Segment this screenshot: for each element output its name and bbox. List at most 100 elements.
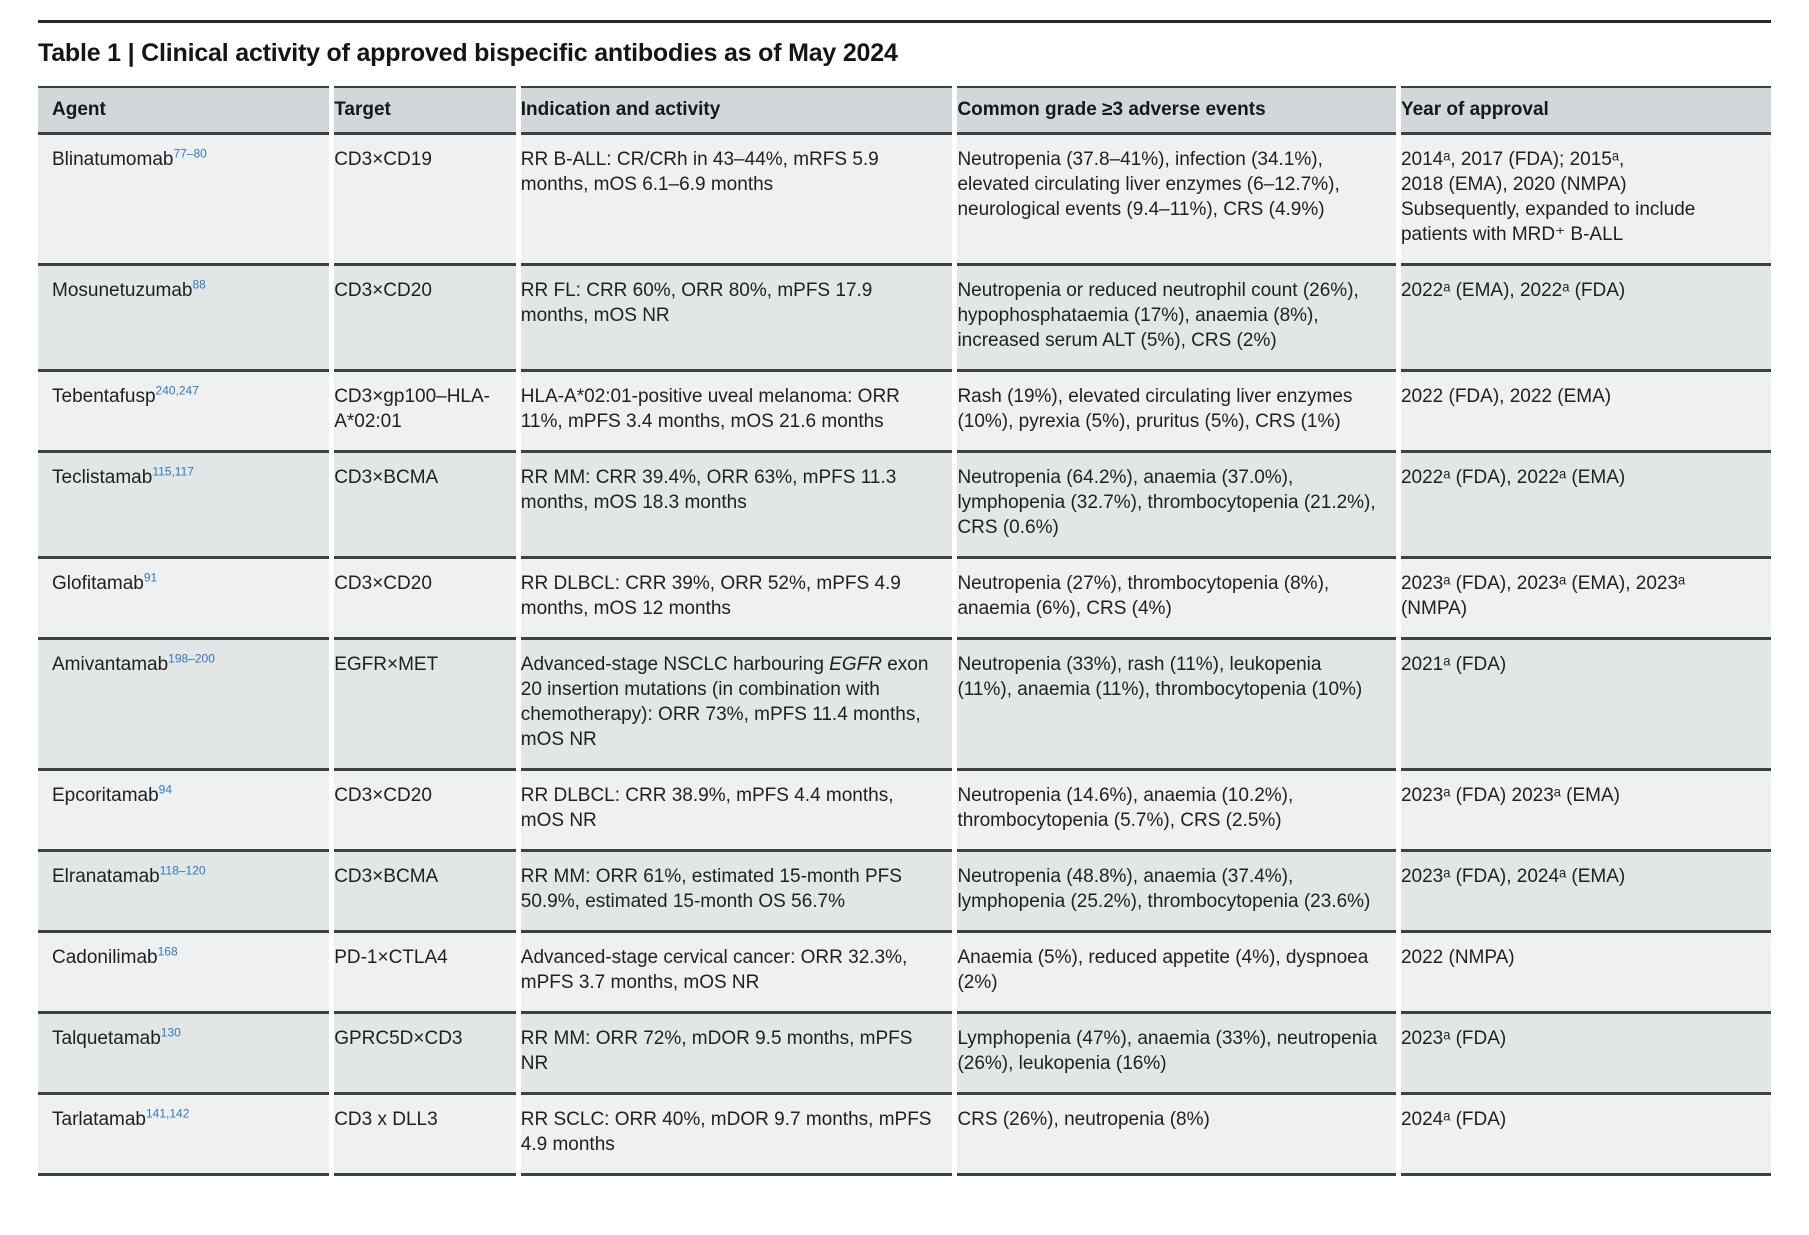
table-row: Blinatumomab77–80 CD3×CD19 RR B-ALL: CR/… xyxy=(38,135,1771,266)
clinical-activity-table: Agent Target Indication and activity Com… xyxy=(33,86,1776,1176)
agent-name: Mosunetuzumab xyxy=(52,280,193,301)
table-row: Tebentafusp240,247 CD3×gp100–HLA-A*02:01… xyxy=(38,372,1771,453)
year-cell: 2024ᵃ (FDA) xyxy=(1400,1095,1771,1176)
year-cell: 2014ᵃ, 2017 (FDA); 2015ᵃ, 2018 (EMA), 20… xyxy=(1400,135,1771,266)
agent-cell: Tarlatamab141,142 xyxy=(38,1095,330,1176)
agent-cell: Epcoritamab94 xyxy=(38,771,330,852)
table-row: Epcoritamab94 CD3×CD20 RR DLBCL: CRR 38.… xyxy=(38,771,1771,852)
target-cell: CD3×CD20 xyxy=(334,559,516,640)
agent-name: Tebentafusp xyxy=(52,386,156,407)
agent-cell: Teclistamab115,117 xyxy=(38,453,330,559)
paper-table-page: Table 1 | Clinical activity of approved … xyxy=(33,20,1776,1176)
agent-name: Cadonilimab xyxy=(52,947,158,968)
agent-name: Glofitamab xyxy=(52,573,144,594)
table-row: Cadonilimab168 PD-1×CTLA4 Advanced-stage… xyxy=(38,933,1771,1014)
agent-reference-superscript: 118–120 xyxy=(159,863,206,878)
table-row: Glofitamab91 CD3×CD20 RR DLBCL: CRR 39%,… xyxy=(38,559,1771,640)
adverse-events-cell: Neutropenia (33%), rash (11%), leukopeni… xyxy=(957,640,1396,771)
indication-cell: RR MM: ORR 72%, mDOR 9.5 months, mPFS NR xyxy=(520,1014,953,1095)
agent-name: Teclistamab xyxy=(52,467,153,488)
indication-cell: RR MM: ORR 61%, estimated 15-month PFS 5… xyxy=(520,852,953,933)
agent-cell: Amivantamab198–200 xyxy=(38,640,330,771)
target-cell: CD3×CD19 xyxy=(334,135,516,266)
column-header-year: Year of approval xyxy=(1400,86,1771,135)
target-cell: CD3×CD20 xyxy=(334,771,516,852)
target-cell: GPRC5D×CD3 xyxy=(334,1014,516,1095)
indication-cell: RR FL: CRR 60%, ORR 80%, mPFS 17.9 month… xyxy=(520,266,953,372)
year-cell: 2022ᵃ (EMA), 2022ᵃ (FDA) xyxy=(1400,266,1771,372)
agent-reference-superscript: 88 xyxy=(192,277,206,292)
table-title: Table 1 | Clinical activity of approved … xyxy=(38,39,898,67)
table-row: Amivantamab198–200 EGFR×MET Advanced-sta… xyxy=(38,640,1771,771)
column-header-target: Target xyxy=(334,86,516,135)
indication-cell: RR SCLC: ORR 40%, mDOR 9.7 months, mPFS … xyxy=(520,1095,953,1176)
year-cell: 2023ᵃ (FDA), 2023ᵃ (EMA), 2023ᵃ (NMPA) xyxy=(1400,559,1771,640)
indication-cell: Advanced-stage cervical cancer: ORR 32.3… xyxy=(520,933,953,1014)
agent-cell: Mosunetuzumab88 xyxy=(38,266,330,372)
target-cell: CD3 x DLL3 xyxy=(334,1095,516,1176)
adverse-events-cell: CRS (26%), neutropenia (8%) xyxy=(957,1095,1396,1176)
table-header: Agent Target Indication and activity Com… xyxy=(38,86,1771,135)
indication-cell: RR DLBCL: CRR 39%, ORR 52%, mPFS 4.9 mon… xyxy=(520,559,953,640)
indication-cell: RR DLBCL: CRR 38.9%, mPFS 4.4 months, mO… xyxy=(520,771,953,852)
target-cell: CD3×BCMA xyxy=(334,453,516,559)
indication-cell: RR MM: CRR 39.4%, ORR 63%, mPFS 11.3 mon… xyxy=(520,453,953,559)
year-cell: 2023ᵃ (FDA) 2023ᵃ (EMA) xyxy=(1400,771,1771,852)
column-header-indication: Indication and activity xyxy=(520,86,953,135)
table-header-row: Agent Target Indication and activity Com… xyxy=(38,86,1771,135)
agent-reference-superscript: 91 xyxy=(143,570,158,585)
agent-reference-superscript: 115,117 xyxy=(152,464,194,479)
target-cell: EGFR×MET xyxy=(334,640,516,771)
agent-reference-superscript: 198–200 xyxy=(168,651,215,666)
adverse-events-cell: Neutropenia (64.2%), anaemia (37.0%), ly… xyxy=(957,453,1396,559)
indication-cell: RR B-ALL: CR/CRh in 43–44%, mRFS 5.9 mon… xyxy=(520,135,953,266)
agent-name: Amivantamab xyxy=(52,654,169,675)
year-cell: 2021ᵃ (FDA) xyxy=(1400,640,1771,771)
adverse-events-cell: Neutropenia (14.6%), anaemia (10.2%), th… xyxy=(957,771,1396,852)
year-cell: 2023ᵃ (FDA), 2024ᵃ (EMA) xyxy=(1400,852,1771,933)
indication-cell: Advanced-stage NSCLC harbouring EGFR exo… xyxy=(520,640,953,771)
agent-cell: Cadonilimab168 xyxy=(38,933,330,1014)
target-cell: CD3×BCMA xyxy=(334,852,516,933)
agent-reference-superscript: 240,247 xyxy=(155,383,199,398)
table-row: Tarlatamab141,142 CD3 x DLL3 RR SCLC: OR… xyxy=(38,1095,1771,1176)
table-row: Mosunetuzumab88 CD3×CD20 RR FL: CRR 60%,… xyxy=(38,266,1771,372)
adverse-events-cell: Anaemia (5%), reduced appetite (4%), dys… xyxy=(957,933,1396,1014)
year-cell: 2022 (FDA), 2022 (EMA) xyxy=(1400,372,1771,453)
agent-name: Epcoritamab xyxy=(52,785,159,806)
adverse-events-cell: Lymphopenia (47%), anaemia (33%), neutro… xyxy=(957,1014,1396,1095)
indication-cell: HLA-A*02:01-positive uveal melanoma: ORR… xyxy=(520,372,953,453)
target-cell: CD3×gp100–HLA-A*02:01 xyxy=(334,372,516,453)
agent-cell: Blinatumomab77–80 xyxy=(38,135,330,266)
agent-cell: Glofitamab91 xyxy=(38,559,330,640)
table-row: Talquetamab130 GPRC5D×CD3 RR MM: ORR 72%… xyxy=(38,1014,1771,1095)
agent-reference-superscript: 94 xyxy=(158,782,173,797)
year-cell: 2023ᵃ (FDA) xyxy=(1400,1014,1771,1095)
agent-name: Talquetamab xyxy=(52,1028,161,1049)
column-header-adverse-events: Common grade ≥3 adverse events xyxy=(957,86,1396,135)
adverse-events-cell: Neutropenia (48.8%), anaemia (37.4%), ly… xyxy=(957,852,1396,933)
year-cell: 2022ᵃ (FDA), 2022ᵃ (EMA) xyxy=(1400,453,1771,559)
top-rule-divider xyxy=(38,20,1771,23)
agent-reference-superscript: 130 xyxy=(160,1025,181,1040)
adverse-events-cell: Neutropenia (37.8–41%), infection (34.1%… xyxy=(957,135,1396,266)
year-cell: 2022 (NMPA) xyxy=(1400,933,1771,1014)
agent-name: Elranatamab xyxy=(52,866,160,887)
agent-reference-superscript: 141,142 xyxy=(146,1106,190,1121)
agent-name: Tarlatamab xyxy=(52,1109,146,1130)
target-cell: PD-1×CTLA4 xyxy=(334,933,516,1014)
table-row: Teclistamab115,117 CD3×BCMA RR MM: CRR 3… xyxy=(38,453,1771,559)
agent-cell: Tebentafusp240,247 xyxy=(38,372,330,453)
agent-reference-superscript: 168 xyxy=(157,944,178,959)
column-header-agent: Agent xyxy=(38,86,330,135)
adverse-events-cell: Neutropenia or reduced neutrophil count … xyxy=(957,266,1396,372)
table-row: Elranatamab118–120 CD3×BCMA RR MM: ORR 6… xyxy=(38,852,1771,933)
target-cell: CD3×CD20 xyxy=(334,266,516,372)
adverse-events-cell: Rash (19%), elevated circulating liver e… xyxy=(957,372,1396,453)
agent-cell: Elranatamab118–120 xyxy=(38,852,330,933)
agent-name: Blinatumomab xyxy=(52,149,174,170)
agent-cell: Talquetamab130 xyxy=(38,1014,330,1095)
adverse-events-cell: Neutropenia (27%), thrombocytopenia (8%)… xyxy=(957,559,1396,640)
table-body: Blinatumomab77–80 CD3×CD19 RR B-ALL: CR/… xyxy=(38,135,1771,1176)
agent-reference-superscript: 77–80 xyxy=(173,146,207,161)
